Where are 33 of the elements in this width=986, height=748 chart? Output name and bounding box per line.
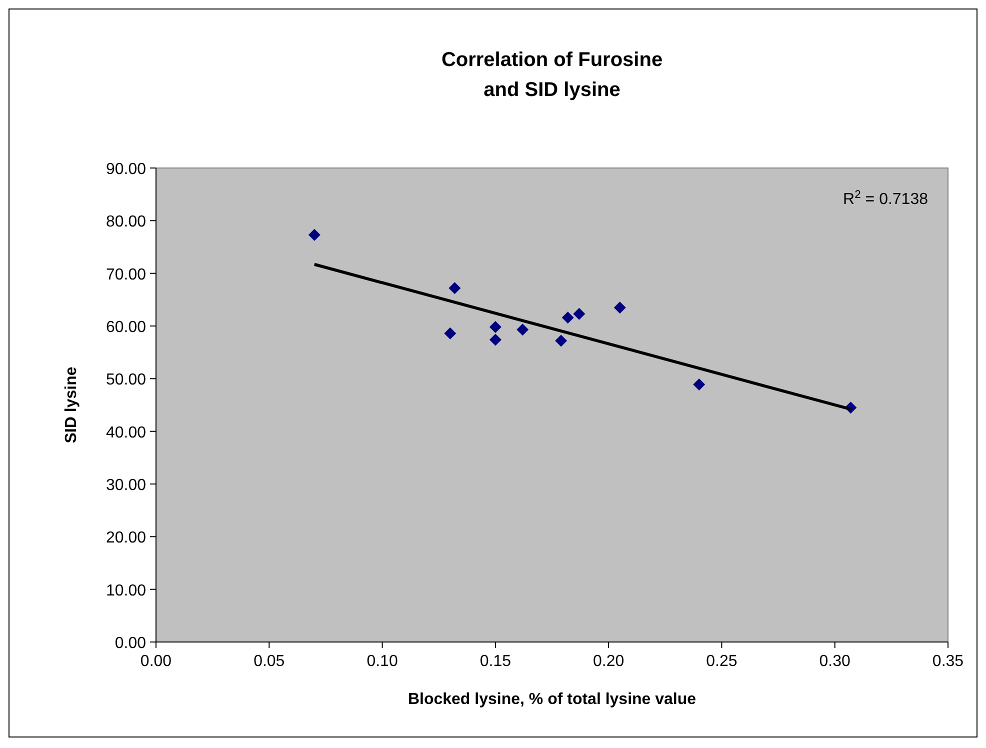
x-tick-label: 0.30 [819,653,851,670]
point [489,334,502,346]
x-tick-label: 0.20 [593,653,624,670]
y-tick-label: 40.00 [106,424,146,442]
x-tick-label: 0.25 [706,653,738,670]
point [516,324,529,336]
point [555,334,568,347]
point [444,327,456,340]
y-tick-label: 60.00 [106,319,146,336]
x-tick-label: 0.35 [932,653,964,670]
point [562,312,574,324]
point [614,302,626,314]
point [448,282,461,294]
x-tick-label: 0.00 [140,653,172,670]
point [489,321,502,334]
chart-title: Correlation of Furosine and SID lysine [441,49,663,101]
point [308,228,320,241]
y-axis-title: SID lysine [63,366,80,444]
y-tick-label: 50.00 [106,372,146,389]
point [693,378,706,390]
x-axis-title: Blocked lysine, % of total lysine value [408,691,696,708]
y-tick-label: 70.00 [106,266,146,284]
annotation: R$^{2}$ = 0.7138 [843,189,928,208]
y-tick-label: 30.00 [106,477,146,494]
x-tick-label: 0.15 [480,653,512,670]
point [573,308,586,320]
y-tick-label: 80.00 [106,214,146,231]
y-tick-label: 0.00 [114,635,146,652]
y-tick-label: 20.00 [106,530,146,547]
y-tick-label: 90.00 [106,161,146,178]
y-tick-label: 10.00 [106,582,146,600]
x-tick-label: 0.10 [366,653,398,670]
x-tick-label: 0.05 [254,653,285,670]
